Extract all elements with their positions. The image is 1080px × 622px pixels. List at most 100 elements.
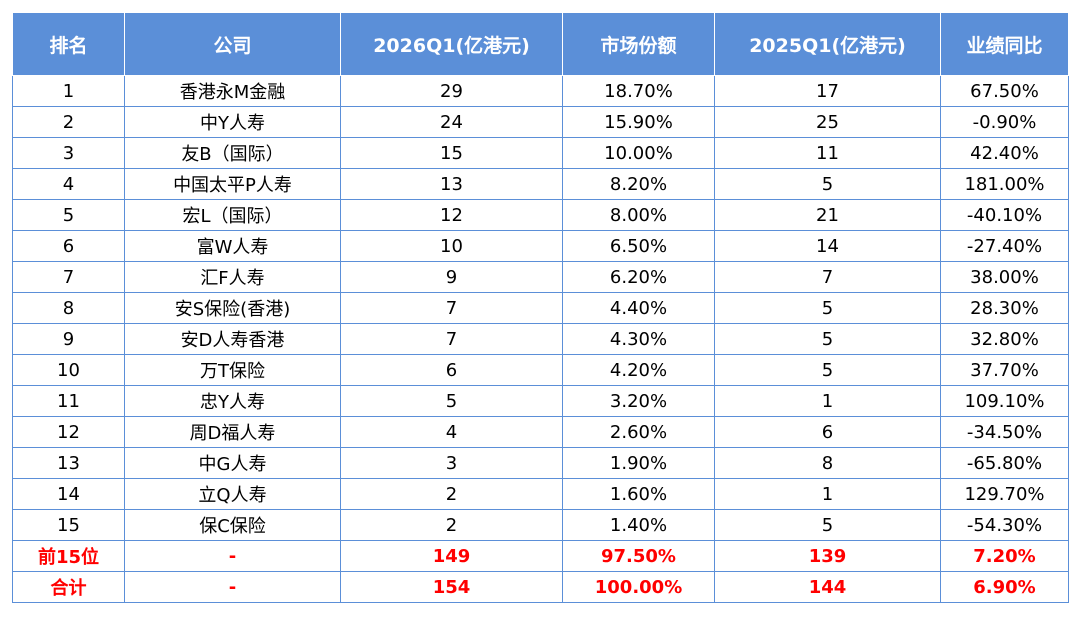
- header-2025q1: 2025Q1(亿港元): [714, 12, 941, 76]
- cell-market-share: 1.90%: [562, 447, 715, 479]
- cell-market-share: 15.90%: [562, 106, 715, 138]
- table-row: 10 万T保险 6 4.20% 5 37.70%: [12, 354, 1069, 386]
- cell-company: -: [124, 540, 341, 572]
- cell-yoy: 6.90%: [940, 571, 1069, 603]
- cell-rank: 合计: [12, 571, 125, 603]
- cell-2025q1: 1: [714, 478, 941, 510]
- cell-2026q1: 5: [340, 385, 563, 417]
- cell-market-share: 1.60%: [562, 478, 715, 510]
- table-row: 14 立Q人寿 2 1.60% 1 129.70%: [12, 478, 1069, 510]
- cell-2025q1: 8: [714, 447, 941, 479]
- table-body: 1 香港永M金融 29 18.70% 17 67.50% 2 中Y人寿 24 15.90% 25 -0…: [12, 75, 1069, 603]
- cell-company: 安S保险(香港): [124, 292, 341, 324]
- cell-company: 万T保险: [124, 354, 341, 386]
- cell-company: 宏L（国际）: [124, 199, 341, 231]
- cell-market-share: 1.40%: [562, 509, 715, 541]
- cell-2025q1: 1: [714, 385, 941, 417]
- cell-market-share: 6.20%: [562, 261, 715, 293]
- cell-yoy: -34.50%: [940, 416, 1069, 448]
- header-company: 公司: [124, 12, 341, 76]
- cell-yoy: -54.30%: [940, 509, 1069, 541]
- table-row: 12 周D福人寿 4 2.60% 6 -34.50%: [12, 416, 1069, 448]
- cell-2026q1: 7: [340, 323, 563, 355]
- cell-2026q1: 12: [340, 199, 563, 231]
- cell-yoy: -65.80%: [940, 447, 1069, 479]
- cell-yoy: 7.20%: [940, 540, 1069, 572]
- cell-rank: 13: [12, 447, 125, 479]
- cell-yoy: 32.80%: [940, 323, 1069, 355]
- cell-2025q1: 7: [714, 261, 941, 293]
- cell-yoy: 129.70%: [940, 478, 1069, 510]
- cell-2026q1: 15: [340, 137, 563, 169]
- cell-market-share: 4.20%: [562, 354, 715, 386]
- cell-rank: 2: [12, 106, 125, 138]
- cell-company: 富W人寿: [124, 230, 341, 262]
- cell-2025q1: 6: [714, 416, 941, 448]
- table-row: 1 香港永M金融 29 18.70% 17 67.50%: [12, 75, 1069, 107]
- cell-company: 中国太平P人寿: [124, 168, 341, 200]
- cell-company: 保C保险: [124, 509, 341, 541]
- table-row: 2 中Y人寿 24 15.90% 25 -0.90%: [12, 106, 1069, 138]
- cell-rank: 3: [12, 137, 125, 169]
- cell-2025q1: 11: [714, 137, 941, 169]
- cell-company: -: [124, 571, 341, 603]
- header-yoy: 业绩同比: [940, 12, 1069, 76]
- cell-yoy: 28.30%: [940, 292, 1069, 324]
- table-row: 13 中G人寿 3 1.90% 8 -65.80%: [12, 447, 1069, 479]
- cell-market-share: 6.50%: [562, 230, 715, 262]
- cell-2025q1: 5: [714, 509, 941, 541]
- cell-yoy: -40.10%: [940, 199, 1069, 231]
- cell-rank: 4: [12, 168, 125, 200]
- cell-company: 香港永M金融: [124, 75, 341, 107]
- ranking-table: 排名 公司 2026Q1(亿港元) 市场份额 2025Q1(亿港元) 业绩同比 …: [12, 12, 1069, 603]
- cell-rank: 12: [12, 416, 125, 448]
- cell-2026q1: 13: [340, 168, 563, 200]
- cell-rank: 5: [12, 199, 125, 231]
- cell-market-share: 8.00%: [562, 199, 715, 231]
- cell-2026q1: 154: [340, 571, 563, 603]
- cell-2026q1: 4: [340, 416, 563, 448]
- cell-rank: 14: [12, 478, 125, 510]
- table-row: 5 宏L（国际） 12 8.00% 21 -40.10%: [12, 199, 1069, 231]
- cell-yoy: 38.00%: [940, 261, 1069, 293]
- cell-yoy: -27.40%: [940, 230, 1069, 262]
- cell-company: 中G人寿: [124, 447, 341, 479]
- table-row: 11 忠Y人寿 5 3.20% 1 109.10%: [12, 385, 1069, 417]
- header-rank: 排名: [12, 12, 125, 76]
- cell-2025q1: 17: [714, 75, 941, 107]
- table-row: 6 富W人寿 10 6.50% 14 -27.40%: [12, 230, 1069, 262]
- cell-yoy: 42.40%: [940, 137, 1069, 169]
- cell-company: 中Y人寿: [124, 106, 341, 138]
- cell-2025q1: 5: [714, 354, 941, 386]
- header-market-share: 市场份额: [562, 12, 715, 76]
- table-row: 15 保C保险 2 1.40% 5 -54.30%: [12, 509, 1069, 541]
- cell-market-share: 4.40%: [562, 292, 715, 324]
- table-row: 8 安S保险(香港) 7 4.40% 5 28.30%: [12, 292, 1069, 324]
- table-row: 4 中国太平P人寿 13 8.20% 5 181.00%: [12, 168, 1069, 200]
- cell-yoy: 67.50%: [940, 75, 1069, 107]
- header-row: 排名 公司 2026Q1(亿港元) 市场份额 2025Q1(亿港元) 业绩同比: [12, 12, 1069, 76]
- cell-2026q1: 3: [340, 447, 563, 479]
- cell-rank: 1: [12, 75, 125, 107]
- table-row: 7 汇F人寿 9 6.20% 7 38.00%: [12, 261, 1069, 293]
- cell-rank: 10: [12, 354, 125, 386]
- cell-market-share: 2.60%: [562, 416, 715, 448]
- cell-yoy: 37.70%: [940, 354, 1069, 386]
- cell-company: 友B（国际）: [124, 137, 341, 169]
- cell-market-share: 10.00%: [562, 137, 715, 169]
- cell-rank: 8: [12, 292, 125, 324]
- cell-2026q1: 7: [340, 292, 563, 324]
- cell-market-share: 8.20%: [562, 168, 715, 200]
- cell-2025q1: 5: [714, 168, 941, 200]
- cell-2025q1: 5: [714, 292, 941, 324]
- cell-yoy: 109.10%: [940, 385, 1069, 417]
- cell-company: 周D福人寿: [124, 416, 341, 448]
- cell-2026q1: 29: [340, 75, 563, 107]
- cell-yoy: -0.90%: [940, 106, 1069, 138]
- cell-2025q1: 139: [714, 540, 941, 572]
- table-row: 9 安D人寿香港 7 4.30% 5 32.80%: [12, 323, 1069, 355]
- cell-market-share: 100.00%: [562, 571, 715, 603]
- cell-rank: 7: [12, 261, 125, 293]
- cell-2026q1: 2: [340, 509, 563, 541]
- cell-company: 忠Y人寿: [124, 385, 341, 417]
